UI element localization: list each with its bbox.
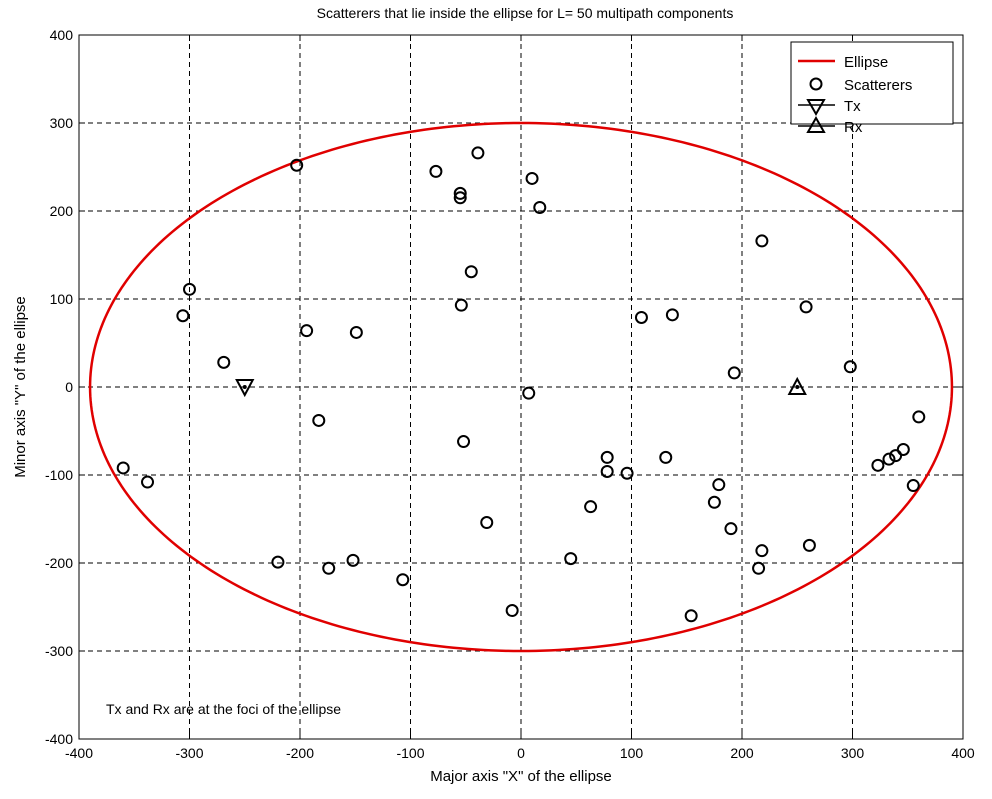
scatterer-point	[176, 309, 190, 323]
scatterer-point	[755, 544, 769, 558]
scatterer-point	[457, 435, 471, 449]
scatterer-point	[584, 500, 598, 514]
scatterer-point	[882, 452, 896, 466]
y-tick-label: 0	[65, 379, 73, 395]
scatterer-point	[752, 561, 766, 575]
scatterer-point	[712, 478, 726, 492]
scatterer-point	[522, 386, 536, 400]
legend: Ellipse Scatterers Tx Rx	[790, 41, 954, 136]
scatterer-point	[312, 413, 326, 427]
y-tick-labels: -400 -300 -200 -100 0 100 200 300 400	[45, 27, 73, 747]
y-tick-label: 200	[50, 203, 74, 219]
scatterer-point	[183, 282, 196, 296]
scatterer-point	[620, 466, 634, 480]
chart-title: Scatterers that lie inside the ellipse f…	[317, 5, 734, 21]
scatterer-point	[799, 300, 813, 314]
scatterer-point	[346, 553, 360, 567]
scatterer-point	[600, 464, 614, 478]
x-tick-label: 400	[951, 745, 975, 761]
scatterer-point	[684, 609, 698, 623]
scatterer-point	[349, 325, 363, 339]
scatterer-point	[453, 191, 467, 205]
rx-center-dot	[795, 385, 800, 389]
grid-lines	[79, 35, 963, 739]
scatterer-point	[906, 479, 920, 493]
ellipse-curve	[88, 121, 954, 653]
scatterer-point	[271, 555, 285, 569]
y-tick-label: -400	[45, 731, 73, 747]
y-tick-label: 300	[50, 115, 74, 131]
scatterer-point	[525, 171, 539, 185]
scatterer-point	[912, 410, 926, 424]
legend-scatterers-swatch	[809, 77, 823, 91]
scatterer-point	[480, 516, 494, 530]
scatterer-point	[707, 495, 721, 509]
legend-rx-label: Rx	[844, 119, 863, 136]
scatterer-point	[659, 450, 673, 464]
x-tick-label: -400	[65, 745, 93, 761]
scatterer-point	[896, 442, 910, 456]
scatterer-point	[564, 552, 578, 566]
scatterer-point	[141, 475, 155, 489]
scatterer-point	[724, 522, 738, 536]
x-tick-label: 300	[841, 745, 865, 761]
scatterer-point	[322, 561, 336, 575]
legend-scatterers-label: Scatterers	[844, 77, 912, 94]
tx-center-dot	[242, 385, 247, 389]
scatterer-point	[116, 461, 130, 475]
foci-annotation: Tx and Rx are at the foci of the ellipse	[106, 701, 341, 717]
x-tick-label: -300	[175, 745, 203, 761]
scatterer-point	[533, 200, 547, 214]
legend-ellipse-label: Ellipse	[844, 54, 888, 71]
scatterer-point	[600, 450, 614, 464]
x-tick-label: 0	[517, 745, 525, 761]
scatterer-point	[505, 604, 519, 618]
scatterer-point	[429, 164, 443, 178]
scatter-markers	[116, 146, 926, 623]
scatterer-point	[727, 366, 741, 380]
scatterer-point	[755, 234, 769, 248]
scatterer-point	[665, 308, 679, 322]
x-tick-label: -100	[396, 745, 424, 761]
scatterer-point	[634, 310, 648, 324]
y-tick-label: -300	[45, 643, 73, 659]
y-tick-label: -100	[45, 467, 73, 483]
scatterer-point	[290, 158, 304, 172]
scatterer-point	[300, 324, 314, 338]
y-axis-label: Minor axis "Y" of the ellipse	[12, 296, 29, 478]
rx-marker	[787, 376, 807, 395]
scatterer-point	[802, 538, 816, 552]
y-tick-label: 100	[50, 291, 74, 307]
scatterer-point	[217, 355, 231, 369]
legend-rx-swatch	[806, 115, 826, 133]
x-tick-labels: -400 -300 -200 -100 0 100 200 300 400	[65, 745, 975, 761]
scatterer-point	[843, 360, 857, 374]
x-axis-label: Major axis "X" of the ellipse	[430, 768, 612, 785]
x-tick-label: 200	[730, 745, 754, 761]
scatterer-point	[454, 298, 468, 312]
x-tick-label: -200	[286, 745, 314, 761]
tick-marks	[78, 34, 964, 740]
legend-tx-label: Tx	[844, 98, 861, 115]
scatterer-point	[871, 458, 885, 472]
legend-tx-swatch	[806, 99, 826, 117]
x-tick-label: 100	[620, 745, 644, 761]
scatterer-point	[464, 265, 478, 279]
scatterer-point	[471, 146, 485, 160]
y-tick-label: 400	[50, 27, 74, 43]
y-tick-label: -200	[45, 555, 73, 571]
scatterer-point	[889, 449, 903, 463]
scatterer-point	[396, 573, 410, 587]
scatterer-point	[453, 186, 467, 200]
tx-marker	[235, 379, 255, 398]
